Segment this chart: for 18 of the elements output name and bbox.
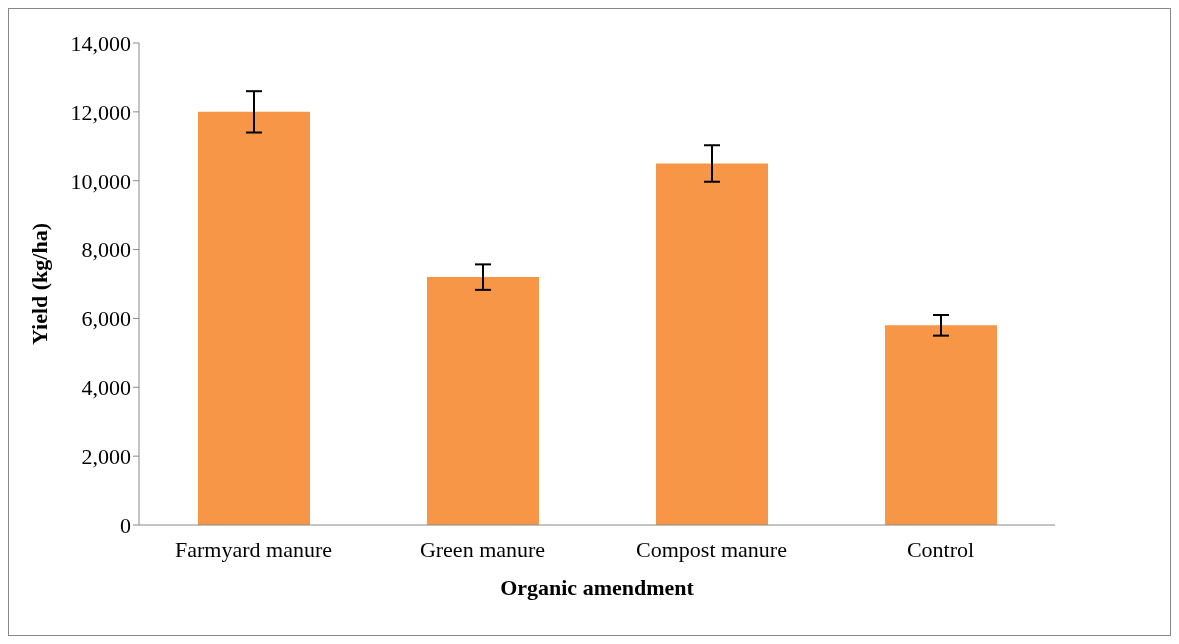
bar	[656, 163, 768, 525]
bar	[198, 111, 310, 525]
y-tick-label: 10,000	[70, 168, 131, 194]
y-tick-label: 6,000	[81, 306, 131, 332]
y-tick-label: 8,000	[81, 237, 131, 263]
y-tick-label: 12,000	[70, 99, 131, 125]
y-tick-label: 4,000	[81, 375, 131, 401]
x-tick-label: Farmyard manure	[175, 536, 332, 562]
x-tick-label: Control	[906, 536, 975, 562]
bar	[427, 277, 539, 525]
x-tick-label: Compost manure	[636, 536, 787, 562]
bar	[885, 325, 997, 525]
y-tick-label: 0	[120, 512, 131, 538]
x-tick-label: Green manure	[419, 536, 546, 562]
y-axis-title: Yield (kg/ha)	[26, 222, 52, 346]
x-axis-title: Organic amendment	[500, 575, 695, 600]
y-tick-label: 2,000	[81, 443, 131, 469]
y-tick-label: 14,000	[70, 30, 131, 56]
